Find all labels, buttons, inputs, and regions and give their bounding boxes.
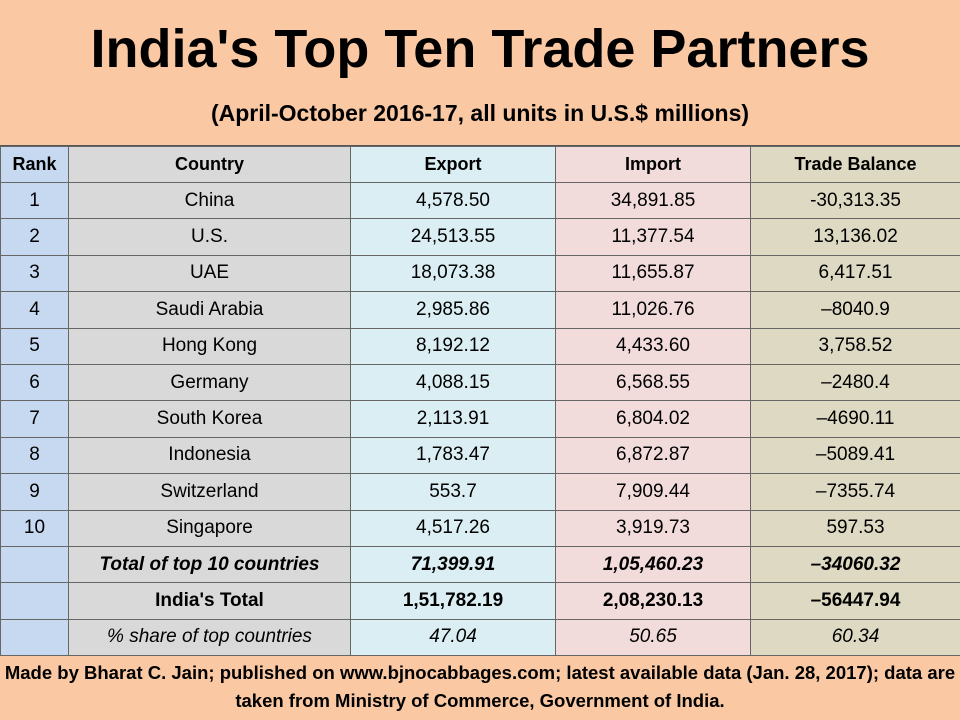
cell [0, 582, 69, 620]
cell: 47.04 [350, 618, 556, 657]
cell: 1,783.47 [350, 436, 556, 475]
cell: Germany [68, 363, 351, 402]
table-row: 9 Switzerland 553.7 7,909.44 –7355.74 [0, 473, 960, 511]
cell: 6 [0, 363, 69, 402]
cell: 13,136.02 [750, 218, 960, 256]
cell: Hong Kong [68, 327, 351, 365]
cell: 6,872.87 [555, 436, 751, 475]
cell: 3 [0, 254, 69, 293]
cell: 11,377.54 [555, 218, 751, 256]
cell: 24,513.55 [350, 218, 556, 256]
header-row: Rank Country Export Import Trade Balance [0, 146, 960, 183]
cell: 4,088.15 [350, 363, 556, 402]
table-row: 10 Singapore 4,517.26 3,919.73 597.53 [0, 509, 960, 547]
cell: 5 [0, 327, 69, 365]
cell: China [68, 181, 351, 220]
cell: 2,08,230.13 [555, 582, 751, 620]
cell: Saudi Arabia [68, 291, 351, 329]
cell: 2,113.91 [350, 400, 556, 438]
cell: 71,399.91 [350, 545, 556, 584]
cell: 597.53 [750, 509, 960, 547]
cell: –2480.4 [750, 363, 960, 402]
cell: 6,804.02 [555, 400, 751, 438]
footer-note: Made by Bharat C. Jain; published on www… [4, 662, 956, 711]
table-row: 7 South Korea 2,113.91 6,804.02 –4690.11 [0, 400, 960, 438]
cell: 6,417.51 [750, 254, 960, 293]
trade-table: Rank Country Export Import Trade Balance 1 Ch… [0, 146, 960, 657]
cell: 50.65 [555, 618, 751, 657]
cell: 3,919.73 [555, 509, 751, 547]
table-row: 4 Saudi Arabia 2,985.86 11,026.76 –8040.9 [0, 291, 960, 329]
cell: 7,909.44 [555, 473, 751, 511]
cell: 18,073.38 [350, 254, 556, 293]
cell: 9 [0, 473, 69, 511]
cell: 10 [0, 509, 69, 547]
column-header: Rank [0, 146, 69, 183]
cell: 8 [0, 436, 69, 475]
cell: 11,655.87 [555, 254, 751, 293]
cell: 2 [0, 218, 69, 256]
cell: Switzerland [68, 473, 351, 511]
cell: 1,51,782.19 [350, 582, 556, 620]
column-header: Export [350, 146, 556, 183]
table-row: % share of top countries 47.04 50.65 60.34 [0, 618, 960, 657]
table-row: Total of top 10 countries 71,399.91 1,05,4… [0, 545, 960, 584]
cell: Singapore [68, 509, 351, 547]
cell: –34060.32 [750, 545, 960, 584]
cell: 3,758.52 [750, 327, 960, 365]
cell: 1,05,460.23 [555, 545, 751, 584]
cell: South Korea [68, 400, 351, 438]
cell: Total of top 10 countries [68, 545, 351, 584]
cell: 4,517.26 [350, 509, 556, 547]
table-row: India's Total 1,51,782.19 2,08,230.13 –5644… [0, 582, 960, 620]
table-row: 8 Indonesia 1,783.47 6,872.87 –5089.41 [0, 436, 960, 475]
cell: 1 [0, 181, 69, 220]
cell: -30,313.35 [750, 181, 960, 220]
cell: 6,568.55 [555, 363, 751, 402]
cell: 553.7 [350, 473, 556, 511]
cell: 7 [0, 400, 69, 438]
cell: 4 [0, 291, 69, 329]
cell: % share of top countries [68, 618, 351, 657]
cell: 2,985.86 [350, 291, 556, 329]
cell: –8040.9 [750, 291, 960, 329]
header: India's Top Ten Trade Partners (April-Oc… [0, 0, 960, 146]
cell [0, 545, 69, 584]
cell: –4690.11 [750, 400, 960, 438]
cell: U.S. [68, 218, 351, 256]
table-row: 1 China 4,578.50 34,891.85 -30,313.35 [0, 181, 960, 220]
cell: –56447.94 [750, 582, 960, 620]
column-header: Trade Balance [750, 146, 960, 183]
cell: 8,192.12 [350, 327, 556, 365]
table-row: 3 UAE 18,073.38 11,655.87 6,417.51 [0, 254, 960, 293]
cell: 60.34 [750, 618, 960, 657]
cell: –7355.74 [750, 473, 960, 511]
cell: Indonesia [68, 436, 351, 475]
title: India's Top Ten Trade Partners [90, 19, 870, 79]
cell: –5089.41 [750, 436, 960, 475]
cell: 34,891.85 [555, 181, 751, 220]
cell: 4,578.50 [350, 181, 556, 220]
cell: 4,433.60 [555, 327, 751, 365]
column-header: Import [555, 146, 751, 183]
cell: UAE [68, 254, 351, 293]
table-row: 5 Hong Kong 8,192.12 4,433.60 3,758.52 [0, 327, 960, 365]
cell: India's Total [68, 582, 351, 620]
subtitle: (April-October 2016-17, all units in U.S… [210, 100, 750, 126]
column-header: Country [68, 146, 351, 183]
cell [0, 618, 69, 657]
table-row: 6 Germany 4,088.15 6,568.55 –2480.4 [0, 363, 960, 402]
table-row: 2 U.S. 24,513.55 11,377.54 13,136.02 [0, 218, 960, 256]
cell: 11,026.76 [555, 291, 751, 329]
